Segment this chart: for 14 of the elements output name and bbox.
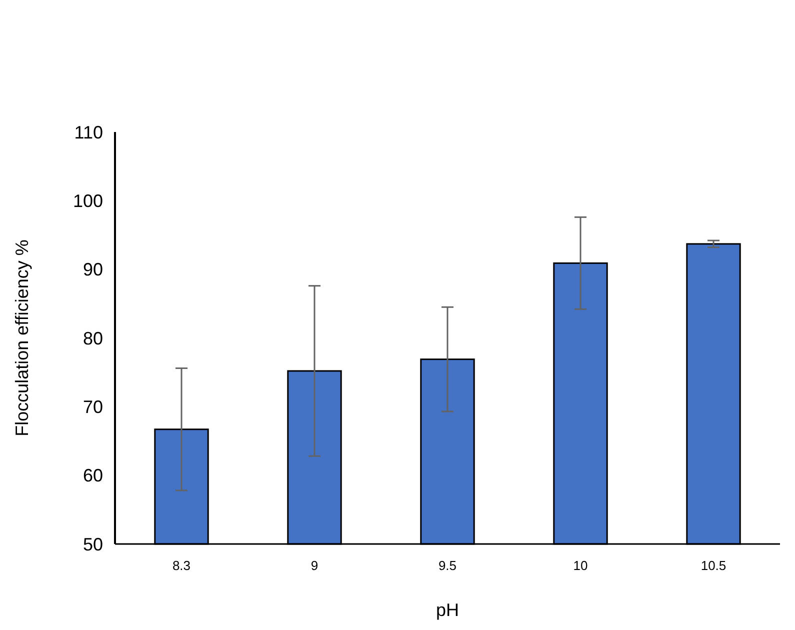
y-tick-label: 90 <box>82 260 103 280</box>
y-axis-title: Flocculation efficiency % <box>12 240 32 436</box>
y-tick-label: 100 <box>72 190 103 211</box>
x-tick-label: 10.5 <box>700 558 726 573</box>
x-tick-label: 8.3 <box>172 558 191 573</box>
x-axis-title: pH <box>436 600 460 620</box>
y-tick-label: 60 <box>82 466 103 486</box>
y-tick-label: 110 <box>74 122 103 142</box>
x-tick-label: 9.5 <box>438 558 457 573</box>
y-tick-label: 80 <box>82 328 103 348</box>
x-tick-label: 10 <box>573 558 588 573</box>
y-tick-label: 50 <box>82 534 103 554</box>
y-tick-label: 70 <box>82 396 103 417</box>
x-tick-label: 9 <box>310 558 318 573</box>
